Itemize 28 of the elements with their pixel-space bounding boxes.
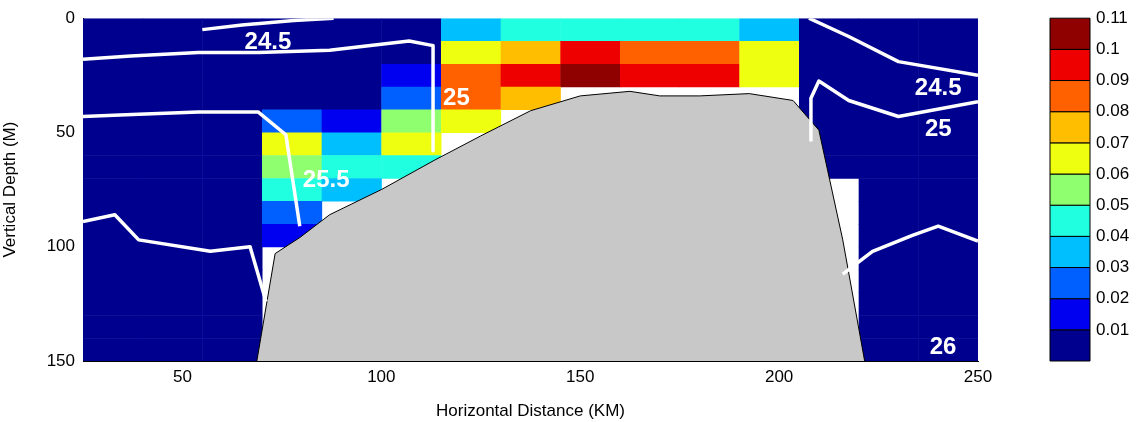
color-bar-label: 0.03 (1096, 257, 1130, 277)
y-tick-label: 50 (56, 122, 75, 142)
color-bar-label: 0.01 (1096, 319, 1130, 339)
series-label: 25 (924, 113, 952, 141)
x-axis-title: Horizontal Distance (KM) (436, 401, 625, 421)
x-tick-label: 100 (367, 366, 396, 386)
color-bar-label: 0.11 (1096, 7, 1128, 27)
color-bar-label: 0.04 (1096, 226, 1130, 246)
x-tick-label: 50 (172, 366, 192, 386)
series-label: 25.5 (302, 165, 350, 193)
x-tick-label: 200 (764, 366, 794, 386)
x-tick-label: 150 (566, 366, 595, 386)
x-tick-label: 250 (963, 366, 993, 386)
annotation: 26 (929, 331, 957, 359)
y-tick-label: 150 (46, 350, 75, 370)
y-tick-label: 100 (46, 236, 75, 256)
color-bar-label: 0.07 (1096, 132, 1130, 152)
series-label: 24.5 (914, 73, 962, 101)
y-tick-label: 0 (65, 7, 75, 27)
y-axis-title: Vertical Depth (M) (0, 121, 19, 258)
color-bar-label: 0.08 (1096, 101, 1130, 121)
color-bar-label: 0.02 (1096, 288, 1130, 308)
series-label: 24.5 (244, 27, 292, 55)
color-bar-label: 0.06 (1096, 163, 1130, 183)
color-bar-label: 0.05 (1096, 194, 1130, 214)
color-bar-label: 0.1 (1096, 39, 1120, 59)
series-label: 25 (443, 82, 470, 110)
color-bar-label: 0.09 (1096, 70, 1130, 90)
